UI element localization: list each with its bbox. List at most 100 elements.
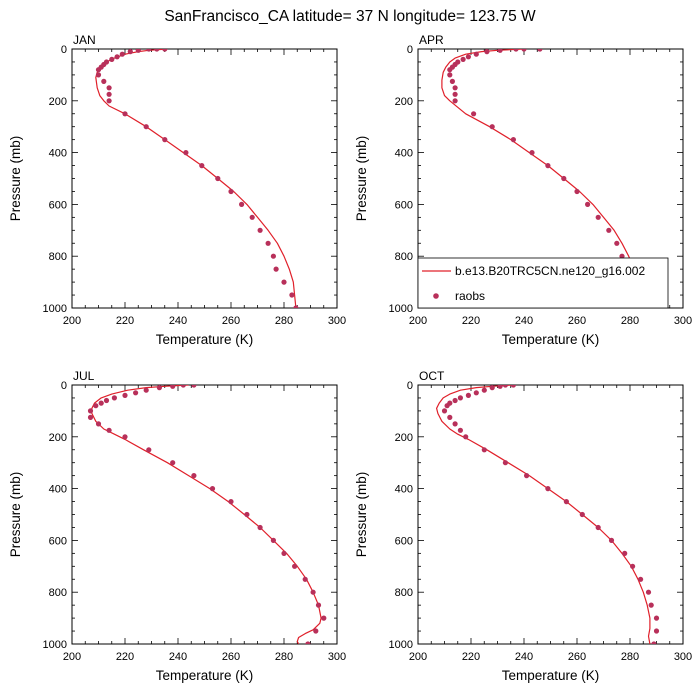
- y-tick-label: 0: [61, 44, 67, 56]
- raobs-point: [638, 576, 644, 582]
- legend-box: [417, 257, 669, 309]
- y-tick-label: 1000: [389, 303, 413, 315]
- y-tick-label: 400: [49, 484, 67, 496]
- x-tick-label: 280: [275, 315, 293, 327]
- raobs-point: [545, 486, 551, 492]
- y-tick-label: 800: [49, 251, 67, 263]
- x-tick-label: 200: [409, 315, 427, 327]
- raobs-point: [452, 397, 458, 404]
- model-line-apr: [441, 49, 644, 308]
- raobs-point: [106, 91, 112, 97]
- raobs-point: [595, 214, 601, 220]
- raobs-point: [310, 589, 316, 595]
- legend: b.e13.B20TRC5CN.ne120_g16.002 raobs: [417, 257, 669, 309]
- x-tick-label: 220: [462, 651, 480, 663]
- raobs-point: [95, 421, 102, 427]
- raobs-point: [191, 385, 197, 388]
- raobs-point: [537, 49, 543, 52]
- x-tick-label: 200: [63, 651, 81, 663]
- x-tick-label: 200: [63, 315, 81, 327]
- panel-oct: 200 220 240 260 280 300 0 200 400 600 800 1000 Tempe…: [354, 369, 692, 683]
- raobs-point: [444, 403, 450, 409]
- y-tick-label: 400: [395, 148, 413, 160]
- y-tick-label: 600: [395, 535, 413, 547]
- raobs-point: [127, 49, 133, 55]
- raobs-point: [293, 305, 299, 308]
- raobs-point: [109, 56, 115, 63]
- plot-frame: [71, 48, 338, 309]
- raobs-point: [265, 240, 271, 246]
- raobs-point: [146, 49, 152, 52]
- raobs-point: [270, 537, 276, 544]
- raobs-point: [228, 499, 234, 505]
- raobs-point: [473, 51, 479, 57]
- legend-obs-label: raobs: [455, 289, 485, 303]
- raobs-point: [645, 589, 652, 595]
- raobs-point: [595, 524, 601, 531]
- x-tick-label: 220: [116, 651, 134, 663]
- legend-obs-dot: [433, 293, 439, 299]
- raobs-point: [561, 175, 567, 182]
- raobs-point: [215, 175, 221, 182]
- raobs-point: [289, 292, 295, 298]
- raobs-point: [630, 563, 636, 569]
- x-tick-label: 240: [515, 651, 533, 663]
- model-line-jan: [95, 49, 297, 308]
- raobs-point: [315, 602, 322, 608]
- y-tick-label: 200: [395, 432, 413, 444]
- raobs-point: [447, 67, 453, 73]
- raobs-point: [106, 98, 112, 104]
- raobs-point: [146, 447, 152, 453]
- raobs-point: [622, 550, 628, 557]
- raobs-point: [87, 414, 94, 420]
- raobs-point: [106, 85, 112, 91]
- figure-title: SanFrancisco_CA latitude= 37 N longitude…: [164, 8, 536, 25]
- y-tick-label: 600: [49, 199, 67, 211]
- raobs-point: [579, 511, 585, 518]
- raobs-point: [170, 385, 176, 389]
- raobs-point: [133, 390, 139, 396]
- x-axis-title: Temperature (K): [156, 668, 254, 683]
- raobs-point: [510, 385, 516, 388]
- y-tick-label: 200: [395, 96, 413, 108]
- raobs-point: [513, 49, 519, 52]
- raobs-point: [183, 150, 189, 156]
- raobs-point: [447, 414, 453, 420]
- raobs-point: [244, 511, 250, 518]
- y-tick-label: 400: [395, 484, 413, 496]
- raobs-point: [313, 628, 319, 634]
- raobs-point: [502, 385, 508, 388]
- raobs-point: [545, 163, 551, 169]
- raobs-point: [281, 550, 287, 557]
- legend-model-label: b.e13.B20TRC5CN.ne120_g16.002: [455, 264, 645, 278]
- raobs-point: [452, 421, 458, 427]
- panel-label-oct: OCT: [419, 369, 445, 383]
- raobs-point: [87, 408, 94, 414]
- raobs-point: [122, 434, 128, 440]
- raobs-point: [257, 524, 263, 531]
- plot-area: [95, 49, 299, 308]
- raobs-point: [473, 390, 479, 396]
- x-axis-title: Temperature (K): [156, 332, 254, 347]
- x-tick-label: 240: [169, 315, 187, 327]
- raobs-point: [143, 387, 149, 393]
- y-axis-title: Pressure (mb): [8, 136, 23, 222]
- raobs-point: [143, 124, 149, 130]
- raobs-point: [563, 499, 570, 505]
- raobs-point: [524, 473, 530, 479]
- raobs-point: [281, 279, 287, 285]
- raobs-point: [497, 49, 503, 53]
- raobs-point: [447, 72, 453, 78]
- raobs-point: [452, 91, 458, 97]
- raobs-point: [156, 385, 162, 391]
- x-axis-title: Temperature (K): [502, 332, 600, 347]
- plot-area: [87, 385, 327, 644]
- raobs-point: [484, 49, 490, 55]
- raobs-point: [614, 240, 620, 246]
- x-tick-label: 260: [222, 651, 240, 663]
- y-axis-title: Pressure (mb): [8, 472, 23, 558]
- panel-label-apr: APR: [419, 33, 444, 47]
- panel-jan: 200 220 240 260 280 300 0 200 400 600 800 1000 Tempe…: [8, 33, 346, 347]
- raobs-point: [489, 385, 495, 391]
- raobs-point: [606, 227, 612, 233]
